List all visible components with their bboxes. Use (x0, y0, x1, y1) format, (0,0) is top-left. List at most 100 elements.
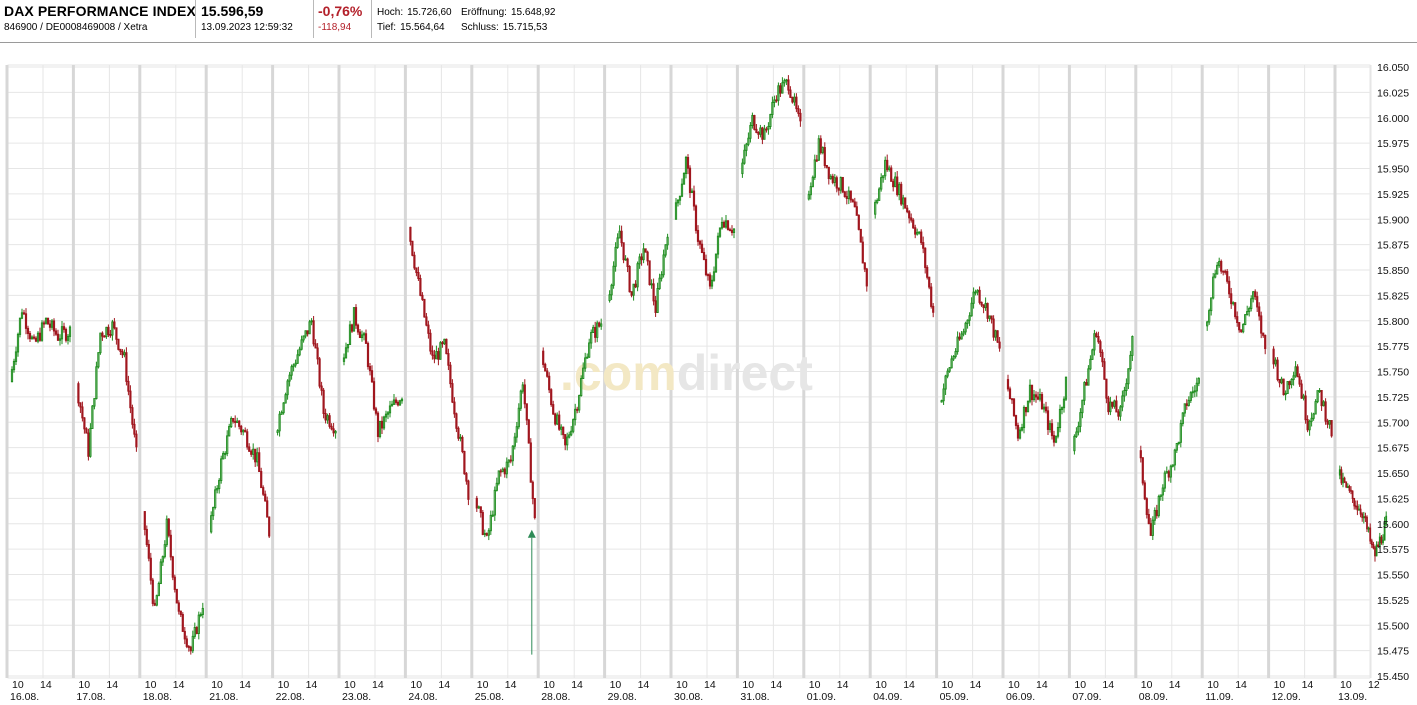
candle (374, 406, 378, 416)
candle (127, 375, 130, 396)
candle (992, 315, 995, 341)
candle (1030, 384, 1034, 406)
y-tick-label: 16.025 (1377, 87, 1409, 99)
x-tick-date: 21.08. (209, 691, 238, 703)
candle (590, 329, 593, 349)
candle (797, 105, 800, 117)
candle (308, 319, 311, 335)
candle (394, 397, 398, 405)
candle (1210, 297, 1213, 316)
candle (32, 334, 36, 340)
candle (214, 486, 217, 510)
candle (976, 289, 979, 296)
x-tick-date: 17.08. (76, 691, 105, 703)
candle (312, 316, 315, 347)
candle (296, 349, 299, 364)
candle (1256, 291, 1259, 312)
candle (445, 338, 448, 355)
candle (1353, 497, 1356, 510)
candle (280, 410, 283, 415)
candle (928, 276, 931, 290)
candle (234, 415, 237, 428)
candle (966, 319, 969, 329)
index-name[interactable]: DAX PERFORMANCE INDEX (4, 3, 196, 19)
candle (1300, 379, 1303, 399)
x-tick-time: 10 (410, 679, 422, 691)
candle (642, 243, 645, 264)
candle (654, 295, 657, 317)
candle (930, 283, 933, 309)
candle (974, 289, 977, 296)
candle (246, 428, 249, 450)
candle (853, 197, 856, 208)
candle (650, 279, 653, 289)
candle (40, 320, 44, 342)
candle (85, 427, 88, 434)
candle (294, 359, 297, 368)
candle (145, 525, 148, 547)
candle (811, 175, 814, 188)
x-tick-time: 10 (1207, 679, 1219, 691)
candle (1351, 490, 1354, 504)
y-tick-label: 15.575 (1377, 544, 1409, 556)
candle (1232, 301, 1235, 306)
candle (179, 610, 182, 617)
candle (451, 379, 454, 404)
candle (944, 374, 947, 395)
candle (1366, 515, 1368, 532)
candle (722, 220, 726, 228)
y-tick-label: 15.525 (1377, 595, 1409, 607)
candle (906, 205, 909, 214)
x-tick-date: 06.09. (1006, 691, 1035, 703)
candle (922, 236, 925, 254)
y-tick-label: 15.700 (1377, 417, 1409, 429)
candle (556, 412, 559, 426)
candle (354, 304, 358, 329)
candle (1145, 497, 1148, 519)
x-tick-time: 14 (1235, 679, 1247, 691)
candle (859, 228, 862, 243)
candle (1165, 466, 1168, 474)
candle (197, 611, 200, 640)
candle (147, 539, 150, 562)
candle (1290, 378, 1293, 389)
y-tick-label: 15.950 (1377, 164, 1409, 176)
candle (1278, 379, 1281, 388)
candle (344, 342, 348, 359)
candle (1274, 357, 1277, 367)
candle (1359, 504, 1362, 518)
candle (1083, 381, 1086, 406)
candle (716, 232, 720, 259)
candle (1343, 476, 1346, 484)
candle (690, 188, 694, 194)
x-tick-date: 01.09. (807, 691, 836, 703)
candle (1377, 541, 1380, 548)
candle (342, 353, 346, 366)
stat-open-value: 15.648,92 (510, 7, 556, 18)
x-tick-date: 23.08. (342, 691, 371, 703)
candle (24, 308, 28, 335)
candle (898, 182, 901, 201)
candle (36, 331, 40, 344)
x-tick-time: 10 (1141, 679, 1153, 691)
candle (1097, 331, 1100, 344)
x-tick-date: 07.09. (1072, 691, 1101, 703)
x-tick-date: 08.09. (1139, 691, 1168, 703)
x-tick-date: 12.09. (1272, 691, 1301, 703)
candle (262, 485, 265, 497)
candle (232, 417, 235, 424)
candle (1183, 403, 1186, 417)
candle (835, 175, 838, 193)
candle (1358, 504, 1360, 511)
price-chart[interactable]: .comdirect 16.050 16.025 16.000 15.975 15.95… (0, 42, 1417, 705)
x-tick-time: 10 (875, 679, 887, 691)
candle (558, 410, 561, 431)
candle (829, 174, 832, 180)
y-tick-label: 15.650 (1377, 468, 1409, 480)
candle (708, 272, 712, 290)
candle (115, 327, 118, 345)
candle (64, 327, 68, 343)
candle (632, 283, 635, 301)
candle (298, 346, 301, 357)
candle (755, 124, 758, 134)
